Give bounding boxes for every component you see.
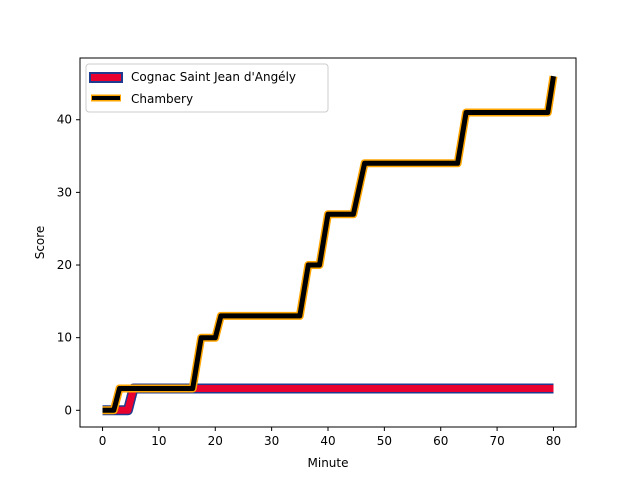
legend-label-cognac: Cognac Saint Jean d'Angély: [131, 70, 296, 84]
x-tick-label: 60: [433, 434, 448, 448]
series-line-1: [102, 75, 556, 413]
y-axis-label: Score: [33, 226, 47, 260]
x-tick-label: 70: [489, 434, 504, 448]
legend-label-chambery: Chambery: [131, 92, 193, 106]
y-tick-label: 10: [57, 331, 72, 345]
x-tick-label: 20: [208, 434, 223, 448]
x-tick-label: 50: [377, 434, 392, 448]
x-tick-label: 40: [320, 434, 335, 448]
legend-swatch-cognac: [89, 72, 123, 83]
y-tick-label: 20: [57, 258, 72, 272]
legend-box: [85, 63, 329, 113]
y-tick-label: 0: [64, 403, 72, 417]
x-tick-label: 10: [151, 434, 166, 448]
x-axis-label: Minute: [308, 456, 349, 470]
legend: Cognac Saint Jean d'Angély Chambery: [85, 63, 329, 113]
x-tick-label: 0: [99, 434, 107, 448]
y-tick-label: 40: [57, 113, 72, 127]
ticks-layer: 0 10 20 30 40 50 60 70 80 0 10 20 30 40: [57, 113, 561, 448]
series-layer: [102, 75, 558, 416]
x-tick-label: 80: [546, 434, 561, 448]
x-tick-label: 30: [264, 434, 279, 448]
y-tick-label: 30: [57, 185, 72, 199]
